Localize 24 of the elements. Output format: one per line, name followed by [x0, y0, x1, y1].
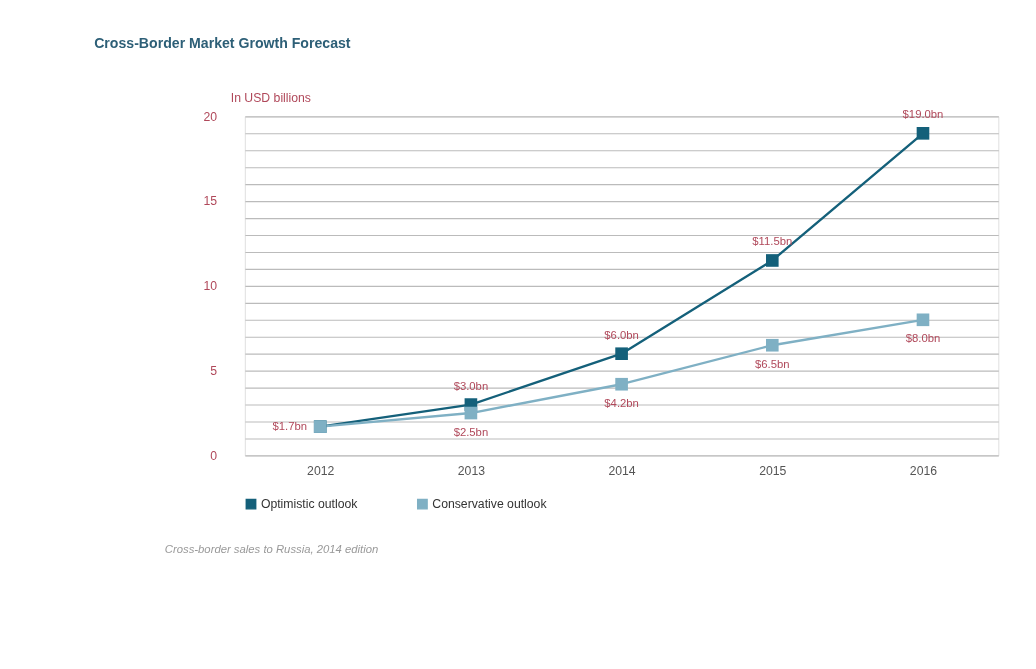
data-label: $19.0bn: [902, 108, 944, 121]
x-tick-label: 2012: [307, 463, 335, 478]
data-label: $2.5bn: [453, 425, 489, 438]
legend-label: Conservative outlook: [432, 496, 548, 511]
x-tick-label: 2016: [909, 463, 938, 478]
x-tick-label: 2013: [457, 463, 486, 478]
chart-title: Cross-Border Market Growth Forecast: [94, 34, 351, 51]
data-label: $3.0bn: [453, 379, 489, 392]
y-tick-label: 10: [203, 279, 218, 294]
data-label: $6.0bn: [604, 328, 639, 341]
data-label: $1.7bn: [272, 420, 308, 433]
x-tick-label: 2014: [608, 463, 636, 478]
legend-label: Optimistic outlook: [260, 496, 359, 511]
x-tick-label: 2015: [759, 463, 787, 478]
data-label: $6.5bn: [755, 357, 790, 370]
data-label: $4.2bn: [604, 396, 639, 409]
y-tick-label: 15: [203, 194, 218, 209]
text: Cross-border sales to Russia, 2014 edition: [164, 543, 379, 556]
y-tick-label: 20: [203, 109, 218, 124]
y-axis-title: In USD billions: [230, 91, 311, 106]
y-tick-label: 0: [210, 448, 218, 463]
data-label: $11.5bn: [752, 235, 793, 248]
y-tick-label: 5: [210, 363, 218, 378]
data-label: $8.0bn: [905, 332, 941, 345]
